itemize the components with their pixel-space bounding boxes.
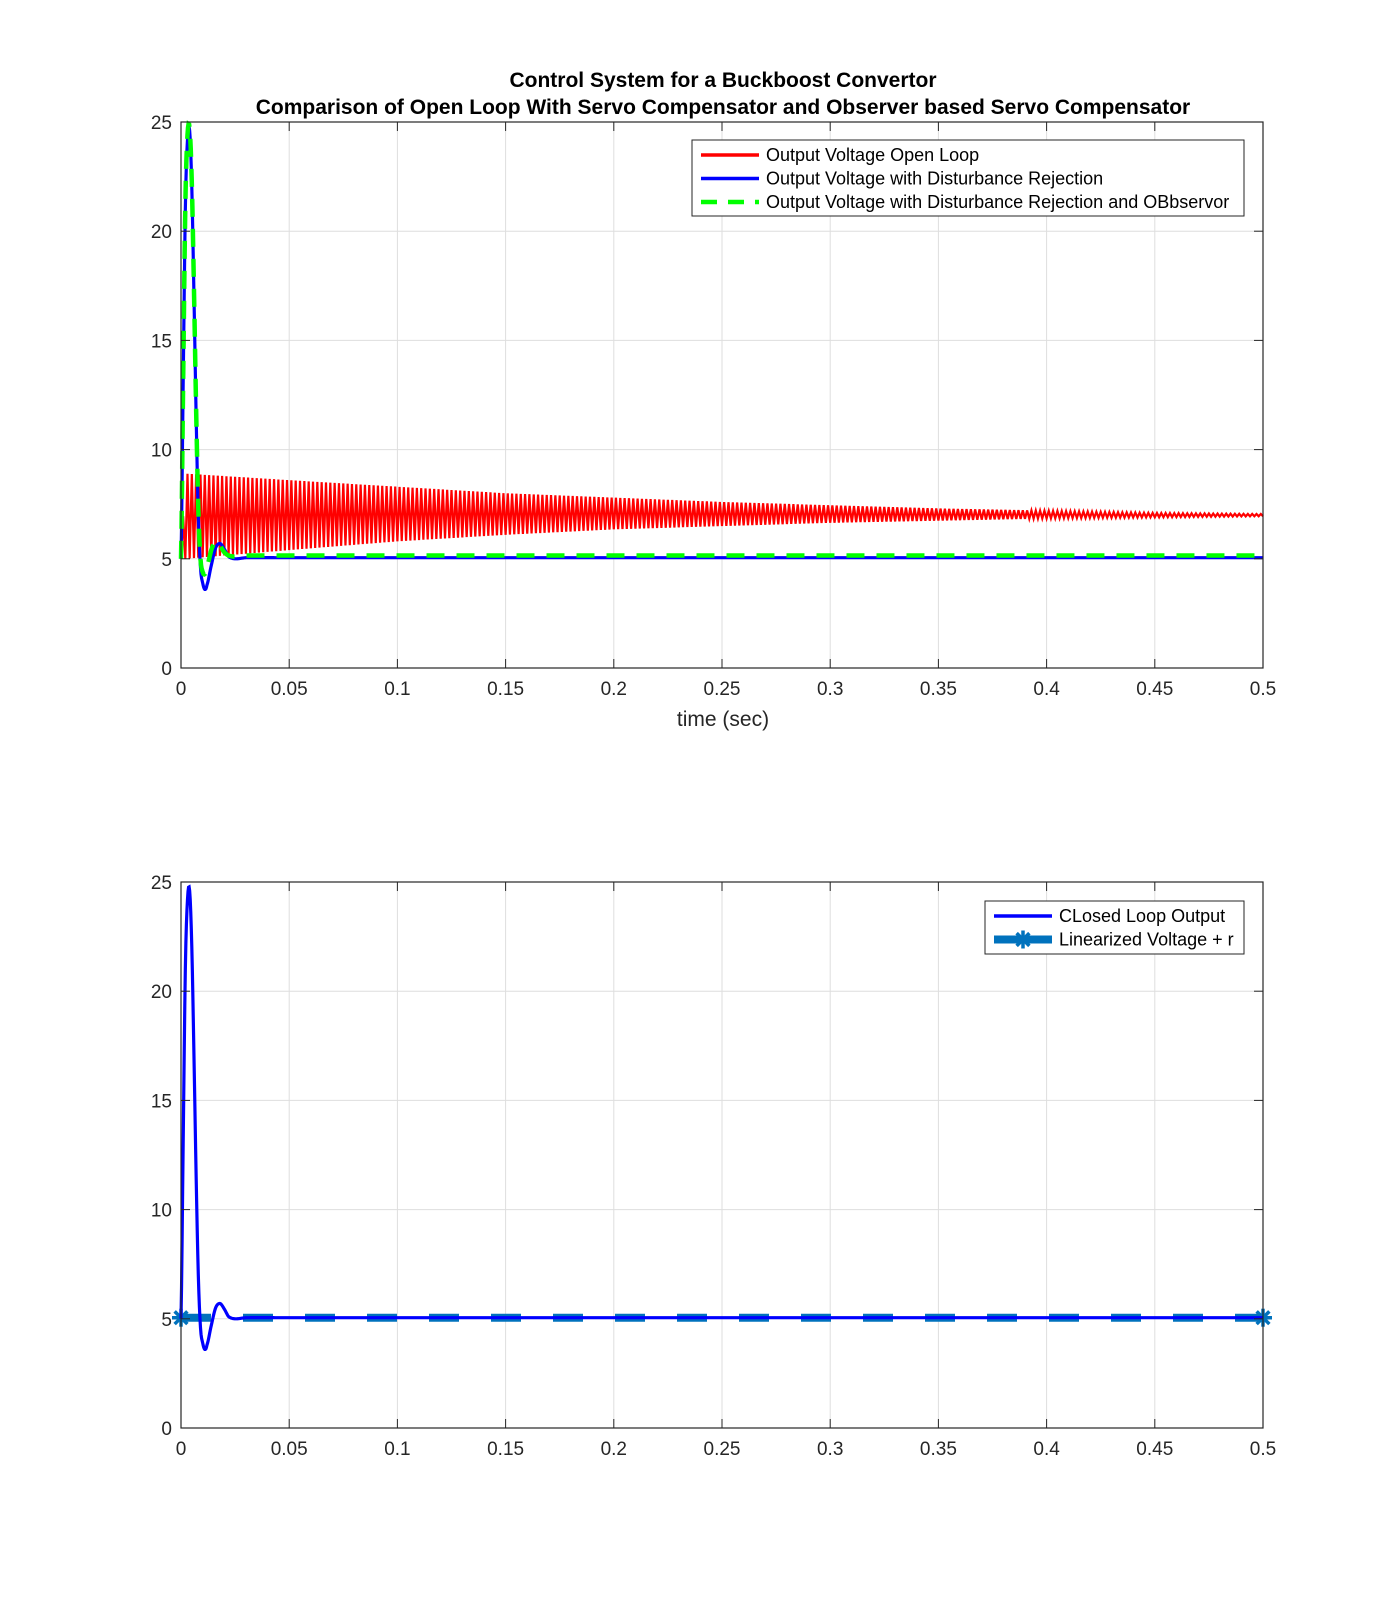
chart-title: Control System for a Buckboost Convertor — [509, 69, 936, 92]
top-plot: Control System for a Buckboost Convertor… — [151, 69, 1276, 731]
legend-item: Output Voltage with Disturbance Rejectio… — [701, 169, 1103, 189]
series-layer — [178, 120, 1264, 592]
bottom-plot: 0 0.05 0.1 0.15 0.2 0.25 0.3 0.35 0.4 0.45 0.5 0 5 10… — [151, 873, 1276, 1460]
x-tick-label: 0.45 — [1136, 1439, 1173, 1460]
legend-label: Output Voltage Open Loop — [766, 145, 979, 165]
legend-label: CLosed Loop Output — [1059, 906, 1225, 926]
x-axis-label: time (sec) — [677, 708, 769, 731]
x-tick-label: 0.35 — [920, 1439, 957, 1460]
x-tick-label: 0 — [176, 679, 187, 700]
x-tick-label: 0.1 — [384, 1439, 410, 1460]
y-tick-label: 25 — [151, 873, 172, 894]
x-tick-label: 0.4 — [1033, 1439, 1060, 1460]
y-tick-label: 15 — [151, 331, 172, 352]
legend: CLosed Loop Output Linearized Voltage + r — [984, 900, 1245, 955]
y-tick-label: 25 — [151, 113, 172, 134]
x-tick-label: 0.35 — [920, 679, 957, 700]
chart-subtitle: Comparison of Open Loop With Servo Compe… — [256, 96, 1190, 119]
x-tick-label: 0.05 — [271, 1439, 308, 1460]
series-line-1 — [179, 473, 1264, 559]
series-line-1 — [179, 884, 1263, 1352]
y-tick-label: 0 — [161, 1419, 172, 1440]
x-tick-label: 0.5 — [1250, 679, 1276, 700]
series-line-2 — [179, 124, 1263, 592]
y-tick-label: 5 — [161, 550, 172, 571]
legend-label: Linearized Voltage + r — [1059, 930, 1234, 950]
legend-box — [691, 139, 1245, 217]
ticks: 0 0.05 0.1 0.15 0.2 0.25 0.3 0.35 0.4 0.45 0.5 0 5 10… — [151, 873, 1276, 1460]
x-tick-label: 0.2 — [601, 679, 627, 700]
x-tick-label: 0.2 — [601, 1439, 627, 1460]
ticks: 0 0.05 0.1 0.15 0.2 0.25 0.3 0.35 0.4 0.45 0.5 0 5 10… — [151, 113, 1276, 700]
x-tick-label: 0.25 — [704, 1439, 741, 1460]
x-tick-label: 0.45 — [1136, 679, 1173, 700]
legend-item: CLosed Loop Output — [994, 906, 1225, 926]
x-tick-label: 0.25 — [704, 679, 741, 700]
legend-item: Output Voltage with Disturbance Rejectio… — [701, 192, 1229, 212]
legend-label: Output Voltage with Disturbance Rejectio… — [766, 169, 1103, 189]
y-tick-label: 15 — [151, 1091, 172, 1112]
y-tick-label: 5 — [161, 1310, 172, 1331]
x-tick-label: 0.5 — [1250, 1439, 1276, 1460]
legend: Output Voltage Open Loop Output Voltage w… — [691, 139, 1245, 217]
y-tick-label: 0 — [161, 659, 172, 680]
x-tick-label: 0.15 — [487, 679, 524, 700]
x-tick-label: 0.15 — [487, 1439, 524, 1460]
y-tick-label: 10 — [151, 441, 172, 462]
legend-item: Output Voltage Open Loop — [701, 145, 979, 165]
x-tick-label: 0 — [176, 1439, 187, 1460]
x-tick-label: 0.3 — [817, 679, 843, 700]
x-tick-label: 0.4 — [1033, 679, 1060, 700]
x-tick-label: 0.05 — [271, 679, 308, 700]
y-tick-label: 20 — [151, 222, 172, 243]
y-tick-label: 20 — [151, 982, 172, 1003]
x-tick-label: 0.3 — [817, 1439, 843, 1460]
legend-item: Linearized Voltage + r — [994, 930, 1234, 950]
x-tick-label: 0.1 — [384, 679, 410, 700]
y-tick-label: 10 — [151, 1201, 172, 1222]
legend-label: Output Voltage with Disturbance Rejectio… — [766, 192, 1229, 212]
